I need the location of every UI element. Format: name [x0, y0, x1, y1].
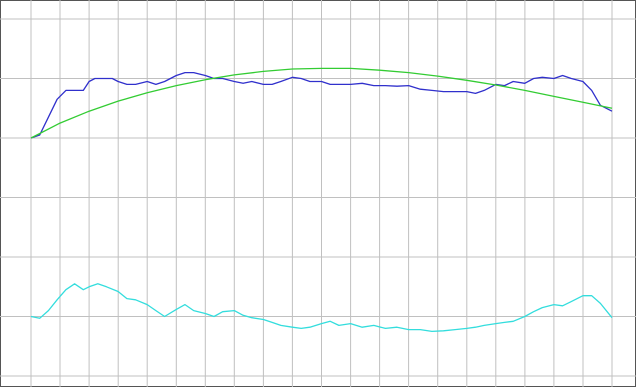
series-line-2 — [30, 67, 613, 139]
series-layer — [30, 67, 613, 333]
series-line-3 — [30, 283, 613, 333]
series-line-1 — [30, 71, 613, 139]
